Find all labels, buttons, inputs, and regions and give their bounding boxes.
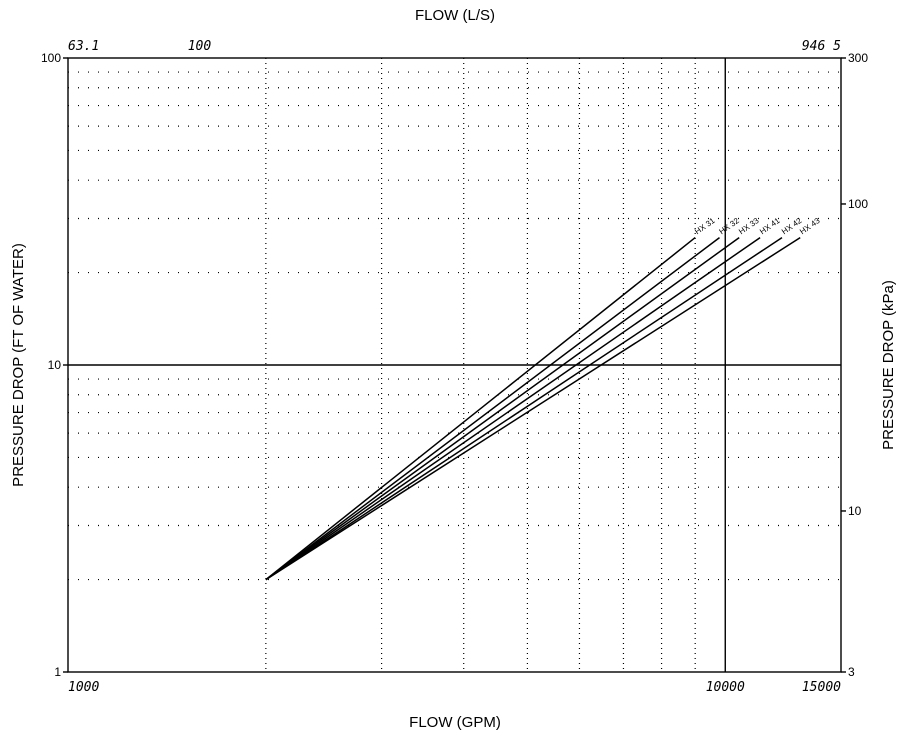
series-line	[265, 236, 801, 581]
y2-tick-label: 300	[848, 51, 868, 65]
y2-tick-label: 10	[848, 504, 862, 518]
series-layer	[265, 236, 801, 581]
series-line	[265, 237, 720, 581]
y2-tick-label: 100	[848, 197, 868, 211]
series-line	[265, 236, 783, 581]
x2-tick-label: 946 5	[802, 39, 841, 54]
series-line	[265, 236, 761, 581]
series-line	[265, 236, 740, 581]
plot-frame	[67, 57, 842, 673]
x-tick-label: 15000	[802, 680, 841, 695]
x-tick-label: 10000	[706, 680, 745, 695]
x-tick-label: 1000	[68, 680, 99, 695]
series-label: HX 33	[737, 216, 761, 236]
grid-layer	[68, 58, 841, 672]
x2-tick-label: 63.1	[68, 39, 99, 54]
y-tick-label: 100	[41, 51, 61, 65]
y-tick-label: 10	[48, 358, 62, 372]
y-axis-title: PRESSURE DROP (FT OF WATER)	[10, 243, 27, 487]
y-tick-label: 1	[54, 665, 61, 679]
series-line	[265, 237, 696, 581]
series-label: HX 32	[717, 216, 741, 236]
x2-axis-title: FLOW (L/S)	[415, 7, 495, 24]
x-axis-title: FLOW (GPM)	[409, 714, 501, 731]
y2-tick-label: 3	[848, 665, 855, 679]
x2-tick-label: 100	[188, 39, 212, 54]
series-label: HX 31	[693, 216, 717, 236]
tick-label-layer: 1000 10000 15000 63.1 100 946 5 1 10 100 3 10 100 30…	[41, 39, 868, 695]
y2-axis-title: PRESSURE DROP (kPa)	[880, 280, 897, 450]
